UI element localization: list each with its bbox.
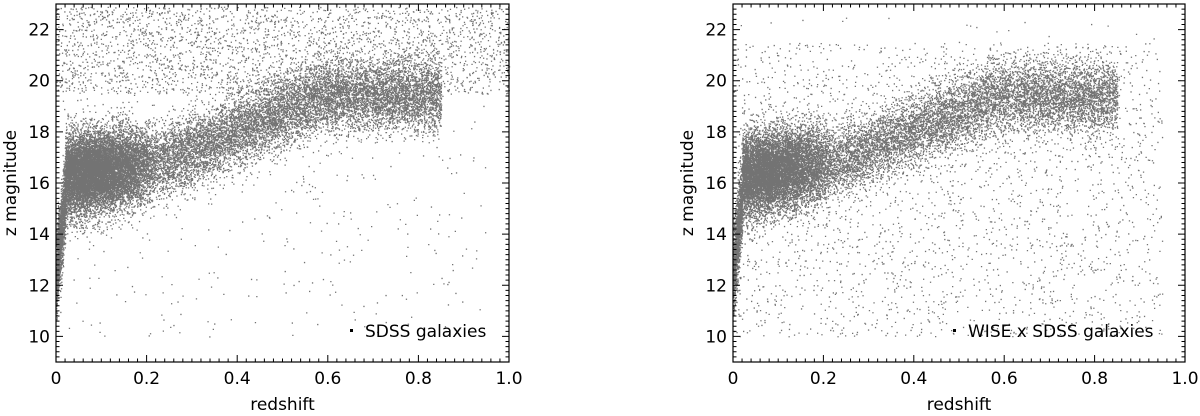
x-tick-label: 0.6 — [314, 369, 341, 389]
y-axis-title: z magnitude — [1, 130, 21, 236]
y-tick-labels: 10 12 14 16 18 20 22 — [28, 21, 50, 348]
x-axis-title: redshift — [927, 395, 992, 415]
chart-panel-wise-sdss: 0 0.2 0.4 0.6 0.8 1.0 10 12 14 16 18 20 22 redshift… — [678, 3, 1199, 415]
x-tick-label: 0.4 — [224, 369, 251, 389]
x-tick-label: 0 — [51, 369, 62, 389]
legend-marker — [953, 329, 956, 332]
y-tick-label: 12 — [705, 276, 727, 296]
y-tick-label: 20 — [705, 72, 727, 92]
tick-marks — [55, 3, 510, 363]
y-tick-label: 18 — [705, 123, 727, 143]
axis-ticks — [732, 3, 1186, 363]
x-tick-label: 0.6 — [991, 369, 1018, 389]
x-tick-labels: 0 0.2 0.4 0.6 0.8 1.0 — [728, 369, 1199, 389]
x-tick-label: 0.2 — [133, 369, 160, 389]
x-tick-label: 0.8 — [405, 369, 432, 389]
y-tick-label: 16 — [705, 174, 727, 194]
y-tick-labels: 10 12 14 16 18 20 22 — [705, 21, 727, 348]
tick-marks — [732, 3, 1186, 363]
axis-ticks — [55, 3, 510, 363]
scatter-points — [733, 17, 1164, 338]
y-tick-label: 12 — [28, 276, 50, 296]
x-tick-label: 0.8 — [1081, 369, 1108, 389]
density-points — [56, 6, 511, 338]
x-axis-title: redshift — [250, 395, 315, 415]
x-tick-label: 1.0 — [495, 369, 522, 389]
x-tick-label: 0.4 — [900, 369, 927, 389]
y-tick-label: 20 — [28, 72, 50, 92]
y-tick-label: 22 — [705, 21, 727, 41]
y-tick-label: 10 — [705, 327, 727, 347]
legend-label: WISE x SDSS galaxies — [968, 322, 1154, 342]
y-tick-label: 22 — [28, 21, 50, 41]
y-tick-label: 10 — [28, 327, 50, 347]
y-tick-label: 14 — [705, 225, 727, 245]
x-tick-label: 1.0 — [1171, 369, 1198, 389]
x-tick-labels: 0 0.2 0.4 0.6 0.8 1.0 — [51, 369, 523, 389]
legend-label: SDSS galaxies — [365, 322, 486, 342]
x-tick-label: 0.2 — [810, 369, 837, 389]
scatter-points — [56, 6, 511, 338]
y-axis-title: z magnitude — [678, 130, 698, 236]
legend-marker — [350, 329, 353, 332]
x-tick-label: 0 — [728, 369, 739, 389]
y-tick-label: 16 — [28, 174, 50, 194]
y-tick-label: 18 — [28, 123, 50, 143]
y-tick-label: 14 — [28, 225, 50, 245]
chart-panel-sdss: 0 0.2 0.4 0.6 0.8 1.0 10 12 14 16 18 20 22 redshift… — [1, 3, 523, 415]
density-points — [733, 17, 1164, 338]
